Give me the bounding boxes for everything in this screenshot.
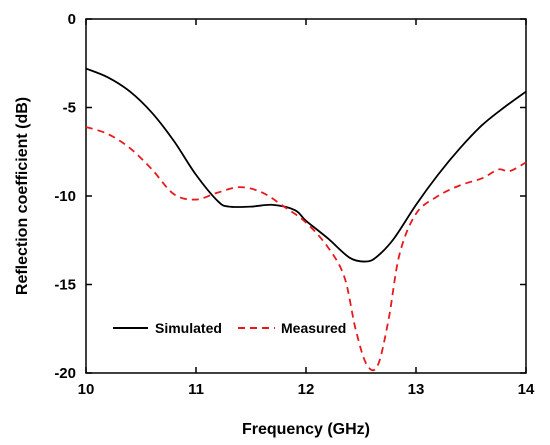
series-line-simulated [85, 67, 527, 263]
series-layer [85, 67, 527, 372]
y-tick-label: -10 [54, 188, 76, 205]
y-tick-label: -20 [54, 365, 76, 382]
legend-label-measured: Measured [281, 320, 346, 336]
y-tick-label: -15 [54, 277, 76, 294]
legend: Simulated Measured [113, 320, 346, 336]
x-tick-label: 11 [188, 381, 204, 398]
axis-ticks [85, 18, 527, 374]
y-axis-title: Reflection coefficient (dB) [14, 97, 31, 295]
x-tick-label: 14 [518, 381, 535, 398]
y-tick-label: 0 [68, 11, 76, 28]
x-tick-label: 12 [298, 381, 315, 398]
legend-label-simulated: Simulated [155, 320, 222, 336]
x-tick-label: 10 [78, 381, 95, 398]
series-line-measured [85, 126, 527, 372]
x-tick-label: 13 [408, 381, 425, 398]
axis-tick-labels: 10 11 12 13 14 0 -5 -10 -15 -20 [54, 11, 535, 398]
y-tick-label: -5 [63, 100, 76, 117]
x-axis-title: Frequency (GHz) [242, 421, 370, 438]
